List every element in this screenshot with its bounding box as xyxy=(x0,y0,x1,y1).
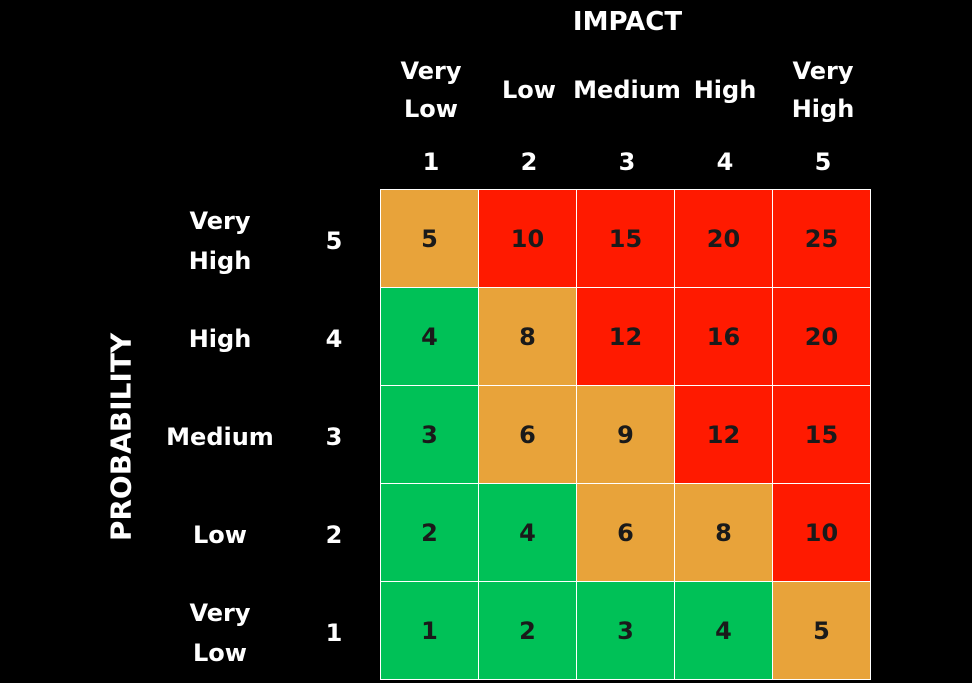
matrix-cell: 16 xyxy=(675,288,773,386)
risk-matrix-grid: 5 10 15 20 25 4 8 12 16 20 3 6 9 12 15 2 4 6 8 10 1 2 3 4 5 xyxy=(380,189,871,680)
impact-label-very-high: Very High xyxy=(791,57,855,123)
probability-axis-title-text: PROBABILITY xyxy=(104,332,138,542)
impact-label-medium: Medium xyxy=(573,76,681,104)
matrix-cell: 5 xyxy=(381,190,479,288)
probability-number-2: 2 xyxy=(325,521,343,549)
matrix-cell: 3 xyxy=(577,582,675,680)
matrix-cell: 2 xyxy=(479,582,577,680)
impact-label-low: Low xyxy=(502,76,556,104)
matrix-cell: 3 xyxy=(381,386,479,484)
probability-number-3: 3 xyxy=(325,423,343,451)
matrix-cell: 2 xyxy=(381,484,479,582)
matrix-cell: 9 xyxy=(577,386,675,484)
matrix-cell: 20 xyxy=(675,190,773,288)
impact-number-1: 1 xyxy=(422,148,440,176)
matrix-cell: 4 xyxy=(675,582,773,680)
probability-number-1: 1 xyxy=(325,619,343,647)
matrix-cell: 1 xyxy=(381,582,479,680)
probability-label-low: Low xyxy=(193,521,247,549)
matrix-cell: 25 xyxy=(773,190,871,288)
impact-number-2: 2 xyxy=(520,148,538,176)
matrix-cell: 10 xyxy=(479,190,577,288)
probability-label-high: High xyxy=(188,325,252,353)
probability-number-5: 5 xyxy=(325,227,343,255)
matrix-cell: 10 xyxy=(773,484,871,582)
matrix-cell: 15 xyxy=(773,386,871,484)
matrix-cell: 6 xyxy=(577,484,675,582)
matrix-cell: 12 xyxy=(675,386,773,484)
matrix-cell: 20 xyxy=(773,288,871,386)
impact-number-5: 5 xyxy=(814,148,832,176)
impact-axis-title: IMPACT xyxy=(572,7,683,37)
matrix-cell: 8 xyxy=(675,484,773,582)
probability-number-4: 4 xyxy=(325,325,343,353)
probability-label-very-high: Very High xyxy=(188,207,252,275)
impact-label-very-low: Very Low xyxy=(400,57,462,123)
probability-label-medium: Medium xyxy=(166,423,274,451)
matrix-cell: 8 xyxy=(479,288,577,386)
impact-number-3: 3 xyxy=(618,148,636,176)
matrix-cell: 12 xyxy=(577,288,675,386)
matrix-cell: 5 xyxy=(773,582,871,680)
probability-label-very-low: Very Low xyxy=(189,599,251,667)
matrix-cell: 4 xyxy=(479,484,577,582)
matrix-cell: 15 xyxy=(577,190,675,288)
impact-number-4: 4 xyxy=(716,148,734,176)
impact-label-high: High xyxy=(693,76,757,104)
matrix-cell: 6 xyxy=(479,386,577,484)
matrix-cell: 4 xyxy=(381,288,479,386)
